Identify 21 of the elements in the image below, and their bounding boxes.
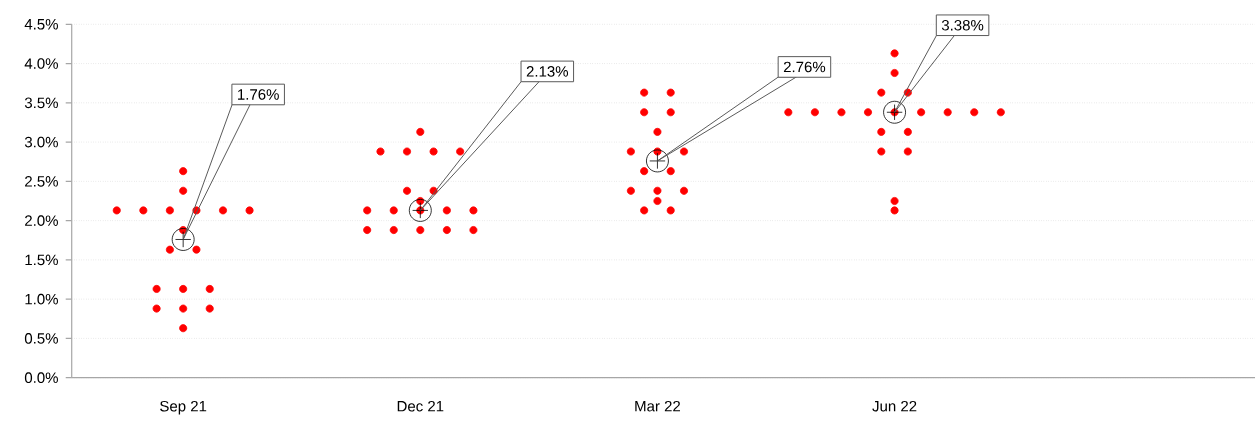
annotation: 2.13% (526, 66, 569, 77)
point (883, 100, 906, 124)
y-tick-label: 1.0% (25, 293, 58, 305)
annotation: 1.76% (238, 89, 279, 100)
x-tick-label: Jun 22 (872, 400, 917, 412)
y-tick-label: 0.0% (24, 372, 58, 383)
annotation: 2.76% (783, 61, 826, 73)
y-tick-label: 1.5% (25, 254, 58, 266)
annotation: 3.38% (941, 19, 984, 31)
y-tick-label: 4.5% (24, 19, 58, 30)
y-tick-label: 3.5% (24, 97, 58, 109)
x-tick-label: Mar 22 (635, 400, 681, 412)
y-tick-label: 3.0% (24, 136, 58, 148)
y-tick-label: 2.0% (25, 215, 58, 226)
y-tick-label: 0.5% (24, 333, 58, 344)
y-tick-label: 2.5% (25, 176, 58, 187)
point (171, 228, 195, 251)
x-tick-label: Sep 21 (160, 400, 207, 415)
x-tick-label: Dec 21 (397, 400, 444, 412)
point (646, 149, 669, 173)
y-tick-label: 4.0% (24, 58, 58, 69)
